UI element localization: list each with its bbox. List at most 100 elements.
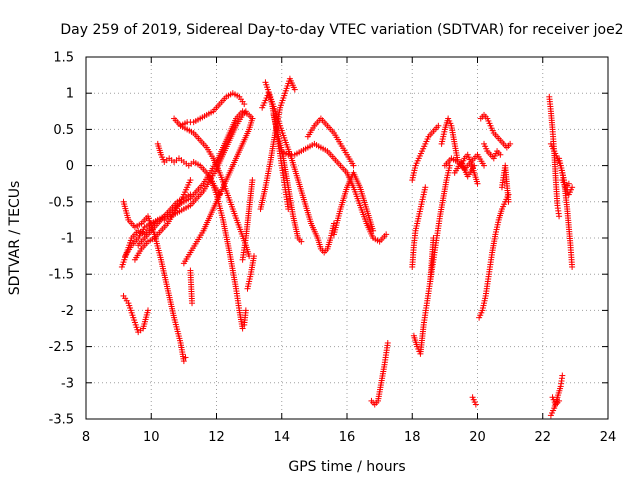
data-point bbox=[337, 186, 350, 213]
data-point bbox=[492, 219, 502, 238]
data-point bbox=[443, 165, 453, 184]
data-point bbox=[474, 180, 481, 187]
data-point bbox=[158, 151, 167, 163]
data-point bbox=[419, 186, 428, 205]
data-point bbox=[229, 206, 242, 228]
data-point bbox=[233, 285, 242, 311]
data-point bbox=[286, 75, 297, 91]
data-point bbox=[187, 240, 199, 256]
data-point bbox=[505, 198, 512, 205]
data-point bbox=[226, 117, 239, 137]
data-point bbox=[242, 307, 249, 314]
data-point bbox=[190, 116, 202, 126]
y-tick-label: 1 bbox=[66, 87, 74, 102]
data-point bbox=[130, 314, 141, 333]
data-point bbox=[419, 143, 428, 155]
data-point bbox=[246, 179, 256, 213]
data-point bbox=[502, 162, 512, 203]
data-point bbox=[280, 155, 291, 189]
data-point bbox=[430, 235, 437, 241]
data-point bbox=[285, 206, 292, 213]
x-tick-label: 12 bbox=[208, 430, 225, 445]
series-u bbox=[330, 169, 377, 238]
data-point bbox=[409, 165, 418, 184]
x-tick-label: 16 bbox=[339, 430, 356, 445]
data-point bbox=[180, 358, 187, 365]
data-point bbox=[290, 213, 301, 239]
data-point bbox=[187, 177, 194, 184]
series-h bbox=[187, 267, 196, 307]
data-point bbox=[559, 372, 566, 379]
series-p bbox=[262, 79, 337, 256]
series-ai bbox=[546, 93, 563, 220]
data-point bbox=[435, 122, 442, 129]
data-point bbox=[223, 91, 234, 100]
chart-title: Day 259 of 2019, Sidereal Day-to-day VTE… bbox=[60, 22, 623, 38]
data-point bbox=[374, 382, 384, 404]
data-point bbox=[440, 179, 450, 202]
data-point bbox=[251, 253, 258, 260]
data-point bbox=[556, 397, 563, 404]
data-point bbox=[174, 207, 185, 216]
data-point bbox=[206, 173, 219, 196]
data-point bbox=[244, 273, 254, 292]
y-axis-label: SDTVAR / TECUs bbox=[7, 181, 23, 296]
data-point bbox=[154, 140, 164, 156]
data-point bbox=[350, 169, 363, 189]
data-point bbox=[216, 169, 229, 192]
series-m bbox=[239, 177, 256, 263]
data-point bbox=[131, 221, 143, 231]
data-point bbox=[164, 211, 176, 227]
data-point bbox=[180, 186, 190, 198]
data-point bbox=[324, 237, 334, 252]
series-af bbox=[477, 111, 514, 151]
data-point bbox=[239, 108, 250, 117]
data-point bbox=[301, 198, 314, 225]
data-point bbox=[507, 140, 514, 147]
x-tick-label: 10 bbox=[143, 430, 160, 445]
tick-labels: 8 10 12 14 16 18 20 22 24 1.5 1 0.5 0 -0.5 -1 -1.5 -2 -2.… bbox=[49, 51, 617, 446]
data-point bbox=[422, 136, 431, 147]
data-point bbox=[125, 216, 137, 229]
data-point bbox=[285, 184, 296, 218]
data-point bbox=[423, 280, 433, 307]
series-a bbox=[120, 198, 189, 365]
data-point bbox=[412, 157, 421, 169]
x-axis-label: GPS time / hours bbox=[288, 459, 405, 475]
series-aa bbox=[438, 115, 481, 187]
data-point bbox=[384, 339, 391, 346]
data-point bbox=[298, 238, 305, 245]
data-point bbox=[433, 215, 443, 241]
data-point bbox=[547, 407, 557, 419]
y-tick-label: 0 bbox=[66, 159, 74, 174]
series-t bbox=[304, 115, 357, 169]
data-point bbox=[184, 179, 193, 191]
series-v bbox=[368, 339, 391, 408]
y-tick-label: -2 bbox=[61, 304, 74, 319]
data-point bbox=[546, 93, 554, 112]
data-points bbox=[118, 75, 576, 419]
y-tick-label: 0.5 bbox=[53, 123, 74, 138]
data-point bbox=[438, 128, 448, 147]
data-point bbox=[242, 208, 252, 241]
data-point bbox=[171, 314, 184, 344]
data-point bbox=[489, 233, 499, 256]
data-point bbox=[549, 394, 558, 406]
series-n bbox=[244, 253, 258, 292]
x-tick-label: 18 bbox=[404, 430, 421, 445]
data-point bbox=[220, 139, 232, 158]
series-am bbox=[547, 372, 566, 419]
data-point bbox=[257, 186, 268, 213]
data-point bbox=[448, 155, 459, 164]
data-point bbox=[476, 309, 485, 321]
data-point bbox=[324, 122, 336, 135]
data-point bbox=[239, 325, 246, 332]
data-point bbox=[304, 142, 316, 151]
data-point bbox=[482, 273, 492, 299]
data-point bbox=[472, 401, 479, 408]
series-ag bbox=[481, 140, 504, 162]
data-point bbox=[259, 99, 268, 111]
data-point bbox=[278, 148, 290, 157]
data-point bbox=[180, 203, 192, 213]
